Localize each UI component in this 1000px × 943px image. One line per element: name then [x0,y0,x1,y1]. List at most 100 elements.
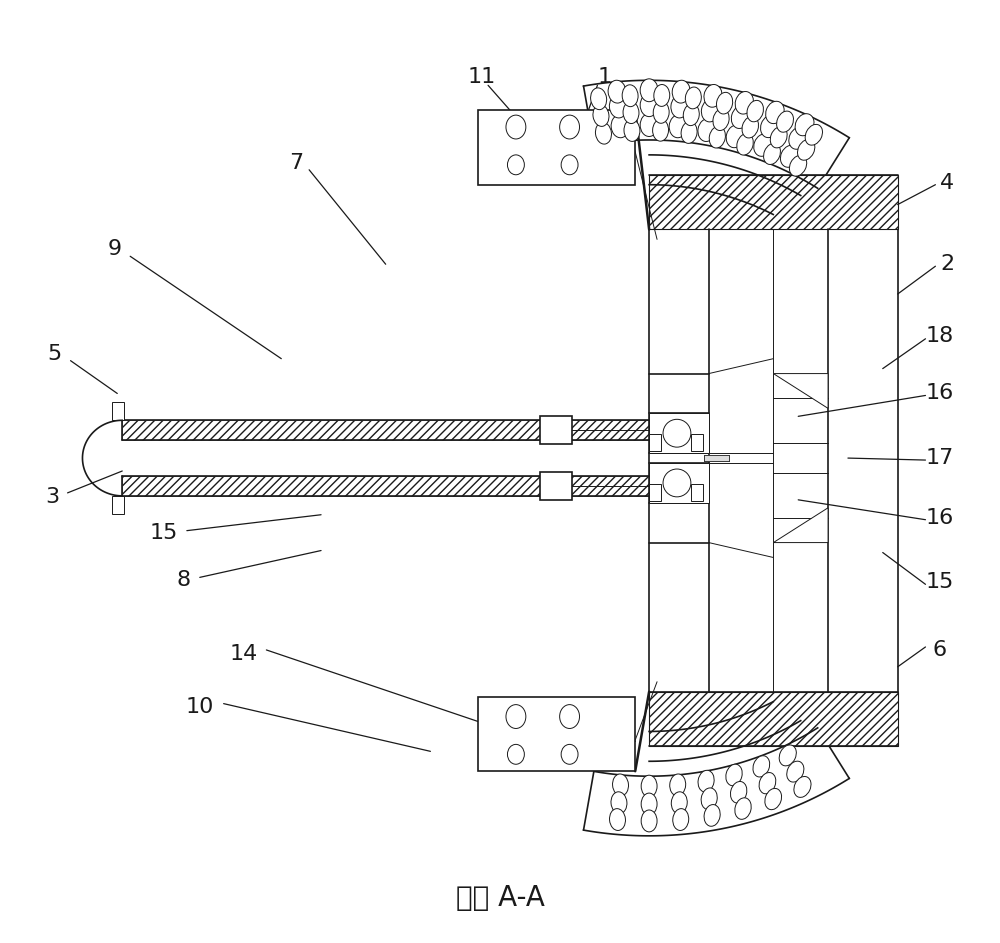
Bar [649,174,898,229]
Ellipse shape [698,119,716,141]
Ellipse shape [640,113,658,137]
Ellipse shape [561,744,578,764]
Bar [704,455,729,461]
Bar [122,421,649,440]
Bar [112,496,124,514]
Polygon shape [773,373,828,408]
Text: 7: 7 [289,153,303,173]
Text: 8: 8 [177,571,191,590]
Text: 17: 17 [925,448,954,468]
Ellipse shape [641,810,657,832]
Ellipse shape [713,108,729,130]
Text: 4: 4 [940,173,954,192]
Ellipse shape [730,782,747,803]
Bar [540,416,572,444]
Ellipse shape [698,770,714,792]
Ellipse shape [709,126,725,148]
Bar [649,692,898,746]
Ellipse shape [610,809,625,831]
Ellipse shape [595,123,611,144]
Ellipse shape [669,115,687,138]
Ellipse shape [506,115,526,139]
Ellipse shape [507,155,524,174]
Text: 14: 14 [229,644,258,664]
Ellipse shape [507,744,524,764]
Bar [478,697,635,771]
Ellipse shape [805,124,822,145]
Ellipse shape [593,105,609,126]
Ellipse shape [560,704,580,729]
Bar [649,434,661,451]
Ellipse shape [777,111,793,132]
Ellipse shape [671,95,689,118]
Bar [704,455,729,461]
Ellipse shape [794,776,811,798]
Ellipse shape [789,156,807,176]
Ellipse shape [624,120,640,141]
Text: 15: 15 [925,572,954,592]
Ellipse shape [795,114,814,136]
Text: 3: 3 [46,487,60,506]
Ellipse shape [764,143,780,164]
Ellipse shape [701,99,719,122]
Text: 15: 15 [150,522,178,542]
Ellipse shape [591,88,607,109]
Ellipse shape [780,145,799,167]
Ellipse shape [779,745,796,766]
Ellipse shape [681,122,697,143]
Ellipse shape [609,95,627,118]
Ellipse shape [640,79,658,102]
Ellipse shape [641,793,657,815]
Ellipse shape [716,92,733,114]
Ellipse shape [747,100,763,122]
Ellipse shape [613,774,629,796]
Bar [691,434,703,451]
Ellipse shape [726,125,744,148]
Ellipse shape [731,106,750,128]
Text: 11: 11 [468,67,496,88]
Ellipse shape [766,101,784,124]
Text: 16: 16 [925,384,954,404]
Polygon shape [773,507,828,542]
Ellipse shape [742,117,759,138]
Ellipse shape [701,788,717,810]
Ellipse shape [671,792,687,814]
Bar [122,476,649,496]
Ellipse shape [654,85,670,107]
Bar [649,413,709,453]
Ellipse shape [685,87,701,108]
Ellipse shape [622,85,638,107]
Ellipse shape [726,764,742,786]
Text: 10: 10 [186,697,214,717]
Bar [112,403,124,421]
Ellipse shape [761,115,779,138]
Bar [540,472,572,500]
Ellipse shape [611,115,629,138]
Ellipse shape [683,104,699,125]
Text: 1: 1 [597,67,611,88]
Circle shape [663,420,691,447]
Ellipse shape [789,127,808,149]
Bar [649,484,661,501]
Ellipse shape [673,809,689,831]
Ellipse shape [653,120,669,141]
Text: 9: 9 [107,240,121,259]
Ellipse shape [765,788,782,810]
Ellipse shape [653,102,669,124]
Ellipse shape [735,798,751,819]
Bar [691,484,703,501]
Ellipse shape [759,772,776,794]
Bar [649,463,709,503]
Text: 2: 2 [940,255,954,274]
Ellipse shape [672,80,690,103]
Bar [704,455,729,461]
Text: 截面 A-A: 截面 A-A [456,885,544,913]
Ellipse shape [770,126,787,148]
Ellipse shape [640,93,658,117]
Ellipse shape [753,755,770,777]
Ellipse shape [608,80,626,103]
Ellipse shape [506,704,526,729]
Text: 5: 5 [48,343,62,364]
Circle shape [663,469,691,497]
Bar [478,110,635,185]
